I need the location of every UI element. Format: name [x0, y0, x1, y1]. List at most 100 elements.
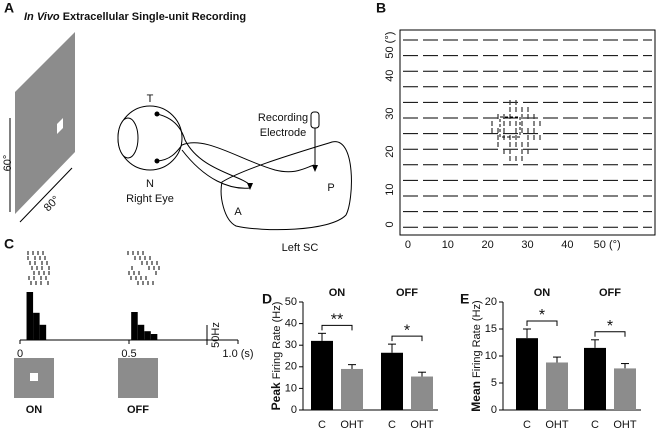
significance-bracket: [526, 320, 558, 326]
group-label: OFF: [396, 287, 418, 299]
x-tick-label: C: [523, 419, 531, 431]
x-tick-label: 50 (°): [594, 239, 621, 251]
y-label-bold: Mean: [469, 381, 483, 412]
significance-label: *: [539, 307, 545, 324]
x-tick-label: 0.5: [121, 348, 136, 360]
significance-bracket: [321, 324, 353, 331]
arrow-head: [312, 165, 318, 172]
title-rest: Extracellular Single-unit Recording: [60, 11, 246, 23]
superior-colliculus: [220, 141, 352, 231]
group-label: OFF: [599, 287, 621, 299]
x-tick-label: 40: [561, 239, 573, 251]
bar: [584, 347, 606, 410]
lens: [117, 117, 139, 159]
x-tick-label: 10: [442, 239, 454, 251]
y-label-rest: Firing Rate (Hz): [271, 302, 283, 383]
sc-label: Left SC: [282, 242, 319, 254]
histogram-bar: [150, 334, 158, 340]
optic-nerve: [181, 149, 251, 189]
histogram-bar: [26, 292, 34, 340]
group-label: ON: [329, 287, 346, 299]
receptive-field-box: [499, 116, 521, 138]
panel-letter: E: [460, 291, 469, 307]
y-tick-label: 0: [291, 404, 297, 416]
group-label: ON: [534, 287, 551, 299]
arrow-head: [247, 183, 253, 190]
y-tick-label: 20: [485, 296, 497, 308]
bar: [341, 368, 363, 410]
y-tick-label: 0: [491, 404, 497, 416]
y-tick-label: 5: [491, 377, 497, 389]
y-axis-label: Mean Firing Rate (Hz): [469, 300, 483, 411]
electrode-label: Recording: [258, 112, 308, 124]
panel-letter: A: [4, 0, 14, 16]
optic-nerve: [156, 142, 315, 173]
y-tick-label: 30: [384, 108, 396, 120]
significance-label: *: [404, 322, 410, 339]
x-tick-label: OHT: [410, 419, 434, 431]
plot-frame: [399, 29, 656, 236]
bar: [411, 376, 433, 410]
panel-a-title: In Vivo Extracellular Single-unit Record…: [24, 11, 246, 23]
significance-bracket: [391, 335, 423, 342]
y-tick-label: 10: [384, 183, 396, 195]
histogram-bar: [144, 331, 151, 340]
y-tick-label: 50 (°): [384, 32, 396, 59]
bar: [614, 368, 636, 410]
x-tick-label: 30: [521, 239, 533, 251]
y-tick-label: 20: [384, 145, 396, 157]
bar: [516, 338, 538, 410]
y-tick-label: 15: [485, 323, 497, 335]
stimulus-spot: [57, 118, 63, 134]
optic-nerve: [156, 113, 251, 186]
histogram-bar: [137, 324, 145, 340]
y-label-rest: Firing Rate (Hz): [471, 300, 483, 381]
stimulus-label: ON: [26, 404, 43, 416]
panel-letter: B: [376, 0, 386, 16]
y-label-bold: Peak: [269, 382, 283, 410]
y-tick-label: 20: [285, 361, 297, 373]
x-tick-label: 0: [17, 348, 23, 360]
eye-label: Right Eye: [126, 193, 174, 205]
y-tick-label: 30: [285, 339, 297, 351]
bar: [311, 340, 333, 410]
x-tick-label: 20: [482, 239, 494, 251]
y-tick-label: 10: [485, 350, 497, 362]
y-axis-label: Peak Firing Rate (Hz): [269, 302, 283, 411]
panel-letter: D: [262, 291, 272, 307]
electrode-label: Electrode: [260, 127, 306, 139]
height-label: 60°: [2, 155, 14, 172]
y-tick-label: 40: [384, 70, 396, 82]
width-arrow: [19, 167, 73, 223]
histogram-bar: [33, 312, 40, 340]
electrode-tip: [310, 111, 320, 129]
x-tick-label: C: [591, 419, 599, 431]
y-tick-label: 40: [285, 318, 297, 330]
scale-bar-label: 50Hz: [210, 322, 222, 348]
bar: [546, 362, 568, 410]
significance-label: **: [331, 312, 343, 329]
histogram-bar: [39, 324, 47, 340]
anterior-label: A: [234, 206, 242, 218]
label-t: T: [147, 93, 154, 105]
title-italic: In Vivo: [24, 11, 60, 23]
on-spot: [30, 373, 38, 381]
stimulus-label: OFF: [127, 404, 149, 416]
x-tick-label: C: [388, 419, 396, 431]
x-tick-label: C: [318, 419, 326, 431]
y-tick-label: 50: [285, 296, 297, 308]
x-tick-label: OHT: [340, 419, 364, 431]
off-stimulus: [118, 358, 158, 398]
panel-letter: C: [4, 236, 14, 252]
significance-label: *: [607, 318, 613, 335]
histogram-bar: [131, 312, 138, 340]
significance-bracket: [594, 331, 626, 337]
x-tick-label: 1.0 (s): [222, 348, 253, 360]
x-tick-label: OHT: [613, 419, 637, 431]
y-tick-label: 0: [384, 221, 396, 227]
posterior-label: P: [327, 182, 334, 194]
stimulus-screen: [15, 32, 75, 214]
label-n: N: [146, 178, 154, 190]
x-tick-label: 0: [405, 239, 411, 251]
